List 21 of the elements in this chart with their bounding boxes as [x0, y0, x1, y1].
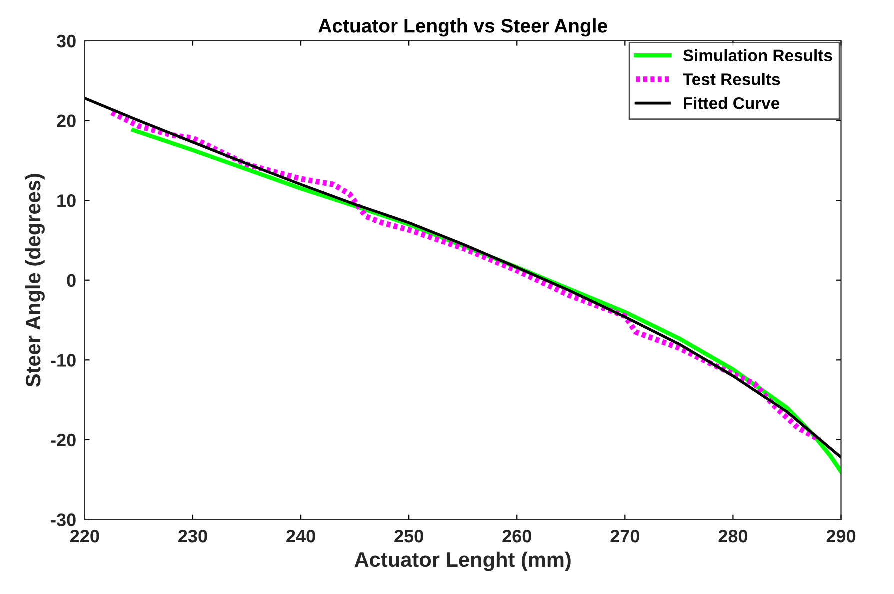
y-tick-label: -20	[51, 434, 76, 447]
y-tick-label: 0	[67, 274, 76, 288]
x-tick-label: 240	[286, 530, 316, 543]
x-tick-label: 280	[718, 530, 748, 543]
legend-label: Fitted Curve	[684, 97, 780, 110]
x-tick-label: 260	[502, 530, 532, 543]
legend-label: Test Results	[683, 73, 780, 86]
x-tick-label: 290	[826, 530, 856, 543]
y-tick-label: 10	[58, 194, 76, 208]
y-axis-title: Steer Angle (degrees)	[25, 174, 45, 388]
legend-label: Simulation Results	[683, 49, 832, 62]
x-tick-label: 250	[394, 530, 424, 543]
x-axis-title: Actuator Lenght (mm)	[354, 552, 571, 572]
x-tick-label: 270	[610, 530, 640, 543]
y-tick-label: -30	[51, 514, 76, 526]
chart-title: Actuator Length vs Steer Angle	[318, 18, 608, 37]
y-tick-label: -10	[51, 354, 76, 367]
y-tick-label: 20	[57, 114, 76, 128]
y-tick-label: 30	[56, 34, 76, 48]
x-tick-label: 230	[178, 530, 208, 543]
x-tick-label: 220	[70, 530, 100, 543]
